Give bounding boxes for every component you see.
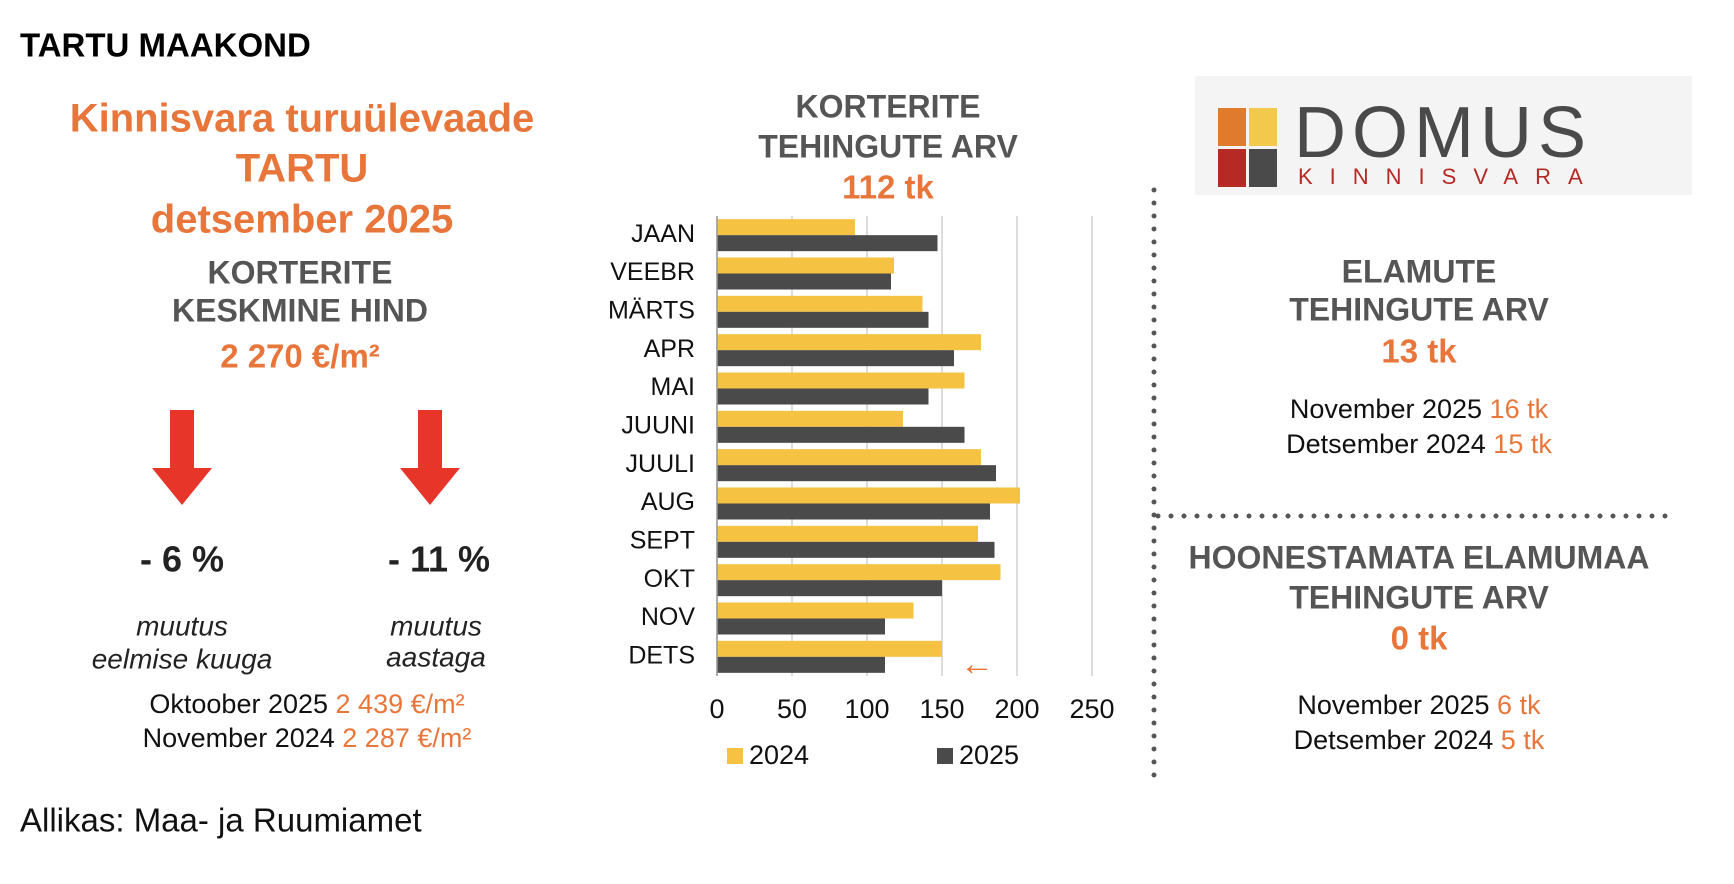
bar <box>717 541 995 558</box>
x-tick-label: 100 <box>844 694 889 724</box>
bar-chart: 0 50 100 150 200 250 JAAN VEEBR MÄRTS APR MAI JUUNI… <box>608 216 1115 770</box>
legend-label: 2025 <box>959 740 1019 770</box>
logo-tagline: KINNISVARA <box>1298 164 1600 189</box>
source: Allikas: Maa- ja Ruumiamet <box>20 802 422 839</box>
price-heading: KESKMINE HIND <box>172 292 428 328</box>
bar <box>717 257 894 274</box>
bar <box>717 295 923 312</box>
bar <box>717 426 965 443</box>
bar <box>717 618 885 635</box>
change-caption: muutus <box>136 610 228 641</box>
bar <box>717 564 1001 581</box>
comparison-label: November 2025 <box>1290 394 1482 424</box>
down-arrow <box>400 410 460 505</box>
change-caption: eelmise kuuga <box>92 643 273 674</box>
comparison: November 2025 6 tk <box>1297 690 1541 720</box>
bar <box>717 372 965 389</box>
comparison-value: 2 439 €/m² <box>336 689 465 719</box>
bar <box>717 602 914 619</box>
houses-value: 13 tk <box>1381 333 1457 370</box>
comparison-label: Oktoober 2025 <box>149 689 328 719</box>
logo-background <box>1195 76 1692 195</box>
comparison-value: 15 tk <box>1493 429 1552 459</box>
bar <box>717 334 981 351</box>
title-line: detsember 2025 <box>151 198 453 242</box>
land-heading: HOONESTAMATA ELAMUMAA <box>1189 539 1650 575</box>
x-tick-label: 200 <box>994 694 1039 724</box>
chart-subtitle: 112 tk <box>842 169 934 206</box>
bar <box>717 388 929 405</box>
bar <box>717 640 942 657</box>
change-caption: aastaga <box>386 641 486 672</box>
bar <box>717 311 929 328</box>
y-tick-label: JUULI <box>626 450 695 478</box>
bar <box>717 525 978 542</box>
comparison-value: 5 tk <box>1501 725 1545 755</box>
comparison: Detsember 2024 15 tk <box>1286 429 1552 459</box>
bar <box>717 410 903 427</box>
title-line: Kinnisvara turuülevaade <box>70 97 535 141</box>
title-line: TARTU <box>236 147 369 191</box>
down-arrow <box>152 410 212 505</box>
change-value: - 6 % <box>140 539 224 580</box>
y-tick-label: MAI <box>651 373 695 401</box>
x-tick-label: 50 <box>777 694 807 724</box>
y-tick-label: OKT <box>644 565 695 593</box>
logo-square <box>1249 108 1277 146</box>
y-tick-label: MÄRTS <box>608 296 695 324</box>
y-tick-label: DETS <box>628 641 695 669</box>
bar <box>717 465 996 482</box>
houses-heading: ELAMUTE <box>1342 253 1497 289</box>
x-tick-label: 0 <box>709 694 724 724</box>
bar <box>717 350 954 367</box>
logo-name: DOMUS <box>1294 93 1592 173</box>
bar <box>717 449 981 466</box>
y-tick-label: AUG <box>641 488 695 516</box>
comparison-label: November 2024 <box>143 723 335 753</box>
comparison: November 2024 2 287 €/m² <box>143 723 472 753</box>
change-caption: muutus <box>390 610 482 641</box>
land-value: 0 tk <box>1391 620 1449 657</box>
bar <box>717 487 1020 504</box>
bar <box>717 656 885 673</box>
legend-label: 2024 <box>749 740 809 770</box>
annotation-arrow: ← <box>960 645 994 683</box>
change-value: - 11 % <box>388 539 490 580</box>
comparison-value: 16 tk <box>1490 394 1549 424</box>
y-tick-label: JUUNI <box>621 411 695 439</box>
y-tick-label: NOV <box>641 603 696 631</box>
comparison: Detsember 2024 5 tk <box>1294 725 1545 755</box>
price-heading: KORTERITE <box>208 254 393 290</box>
comparison-value: 6 tk <box>1497 690 1541 720</box>
comparison: November 2025 16 tk <box>1290 394 1549 424</box>
y-tick-label: APR <box>644 335 695 363</box>
bar <box>717 503 990 520</box>
price-value: 2 270 €/m² <box>220 338 380 375</box>
logo-square <box>1218 108 1246 146</box>
bar <box>717 235 938 252</box>
comparison-label: Detsember 2024 <box>1294 725 1494 755</box>
legend-swatch <box>727 748 743 764</box>
y-tick-label: JAAN <box>631 220 695 248</box>
land-heading: TEHINGUTE ARV <box>1289 579 1549 615</box>
bar <box>717 580 942 597</box>
logo-square <box>1218 149 1246 187</box>
chart-title: KORTERITE <box>796 88 981 124</box>
chart-title: TEHINGUTE ARV <box>758 128 1018 164</box>
bar <box>717 219 855 236</box>
comparison-label: Detsember 2024 <box>1286 429 1486 459</box>
comparison: Oktoober 2025 2 439 €/m² <box>149 689 464 719</box>
logo-square <box>1249 149 1277 187</box>
legend-swatch <box>937 748 953 764</box>
houses-heading: TEHINGUTE ARV <box>1289 291 1549 327</box>
x-tick-label: 250 <box>1069 694 1114 724</box>
comparison-value: 2 287 €/m² <box>342 723 471 753</box>
x-tick-label: 150 <box>919 694 964 724</box>
region: TARTU MAAKOND <box>20 27 311 64</box>
y-tick-label: VEEBR <box>610 258 695 286</box>
bar <box>717 273 891 290</box>
y-tick-label: SEPT <box>630 526 695 554</box>
comparison-label: November 2025 <box>1297 690 1489 720</box>
